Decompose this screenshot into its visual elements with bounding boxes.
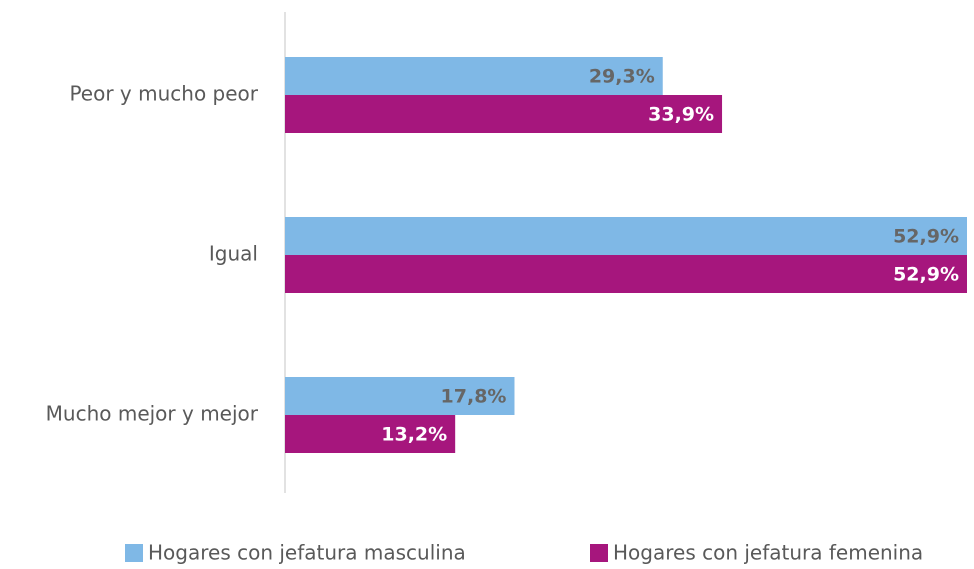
legend-swatch (125, 544, 143, 562)
bar (285, 377, 515, 415)
value-label: 13,2% (381, 424, 447, 446)
bar (285, 217, 967, 255)
value-label: 33,9% (648, 104, 714, 126)
value-label: 52,9% (893, 226, 959, 248)
value-label: 29,3% (589, 66, 655, 88)
bar (285, 95, 723, 133)
value-label: 52,9% (893, 264, 959, 286)
category-label: Mucho mejor y mejor (46, 402, 259, 426)
category-label: Peor y mucho peor (69, 82, 258, 106)
legend-swatch (590, 544, 608, 562)
legend-label: Hogares con jefatura femenina (613, 541, 923, 565)
legend-label: Hogares con jefatura masculina (148, 541, 466, 565)
bar (285, 57, 663, 95)
bar (285, 255, 967, 293)
bar (285, 415, 456, 453)
category-label: Igual (209, 242, 258, 266)
value-label: 17,8% (441, 386, 507, 408)
